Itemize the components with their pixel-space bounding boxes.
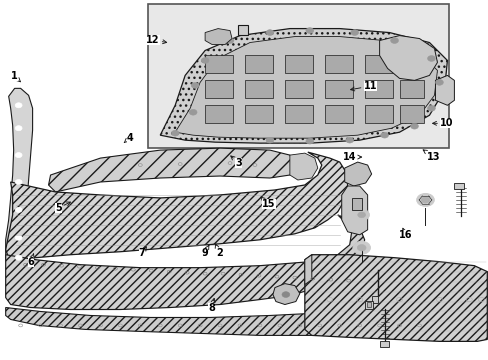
Polygon shape: [160, 28, 447, 143]
Text: 10: 10: [432, 118, 453, 128]
Polygon shape: [364, 105, 392, 123]
Text: 2: 2: [215, 244, 222, 258]
Circle shape: [352, 241, 370, 254]
Polygon shape: [289, 153, 317, 180]
Text: 11: 11: [350, 81, 376, 91]
Bar: [148, 4, 448, 148]
Text: 15: 15: [260, 197, 275, 210]
Polygon shape: [244, 80, 272, 98]
Polygon shape: [285, 80, 312, 98]
Polygon shape: [285, 55, 312, 73]
Polygon shape: [351, 198, 361, 210]
Circle shape: [15, 103, 22, 108]
Text: 12: 12: [146, 35, 166, 45]
Text: 7: 7: [139, 247, 146, 258]
Circle shape: [305, 28, 313, 33]
Circle shape: [225, 38, 233, 44]
Circle shape: [15, 207, 22, 212]
Text: 14: 14: [343, 152, 361, 162]
Text: 5: 5: [55, 202, 70, 213]
Polygon shape: [364, 80, 392, 98]
Bar: [366, 302, 370, 307]
Text: 16: 16: [398, 228, 411, 239]
Text: 13: 13: [422, 150, 440, 162]
Circle shape: [189, 109, 197, 115]
Circle shape: [265, 137, 273, 143]
Polygon shape: [204, 105, 233, 123]
Polygon shape: [285, 105, 312, 123]
Polygon shape: [238, 24, 247, 35]
Polygon shape: [364, 55, 392, 73]
Polygon shape: [272, 284, 299, 305]
Polygon shape: [48, 148, 294, 192]
Polygon shape: [341, 186, 367, 235]
Circle shape: [353, 209, 369, 221]
Circle shape: [265, 30, 273, 35]
Polygon shape: [304, 255, 487, 341]
Polygon shape: [6, 307, 437, 336]
Circle shape: [191, 82, 199, 88]
Circle shape: [427, 105, 434, 111]
Polygon shape: [175, 37, 437, 138]
Circle shape: [410, 123, 418, 129]
Polygon shape: [204, 28, 232, 45]
Bar: [453, 183, 463, 189]
Circle shape: [345, 137, 353, 143]
Polygon shape: [344, 162, 371, 186]
Circle shape: [15, 235, 22, 240]
Text: 4: 4: [124, 133, 133, 143]
Polygon shape: [204, 55, 233, 73]
Polygon shape: [6, 152, 347, 260]
Polygon shape: [304, 255, 311, 285]
Polygon shape: [6, 88, 33, 270]
Circle shape: [390, 38, 398, 44]
Polygon shape: [399, 55, 424, 73]
Polygon shape: [324, 105, 352, 123]
Circle shape: [357, 244, 366, 251]
Bar: [365, 301, 372, 309]
Circle shape: [201, 58, 208, 63]
Polygon shape: [6, 215, 364, 310]
Polygon shape: [399, 80, 424, 98]
Circle shape: [357, 212, 365, 218]
Circle shape: [305, 138, 313, 144]
Polygon shape: [204, 80, 233, 98]
Circle shape: [350, 30, 358, 35]
Text: 8: 8: [207, 298, 215, 314]
Circle shape: [15, 126, 22, 131]
Circle shape: [427, 55, 434, 61]
Polygon shape: [435, 75, 453, 105]
Circle shape: [416, 193, 433, 206]
Polygon shape: [244, 55, 272, 73]
Text: 1: 1: [11, 71, 20, 82]
Polygon shape: [324, 80, 352, 98]
Polygon shape: [244, 105, 272, 123]
Text: 6: 6: [27, 254, 34, 267]
Circle shape: [15, 180, 22, 185]
Circle shape: [15, 255, 22, 260]
Text: 9: 9: [201, 245, 208, 258]
Circle shape: [435, 80, 443, 85]
Bar: [379, 341, 388, 347]
Circle shape: [15, 153, 22, 158]
Circle shape: [380, 132, 387, 138]
Polygon shape: [399, 105, 424, 123]
Circle shape: [171, 130, 179, 136]
Polygon shape: [379, 36, 437, 80]
Circle shape: [420, 197, 429, 203]
Bar: [371, 296, 378, 303]
Circle shape: [282, 292, 289, 297]
Polygon shape: [324, 55, 352, 73]
Text: 3: 3: [230, 156, 242, 168]
